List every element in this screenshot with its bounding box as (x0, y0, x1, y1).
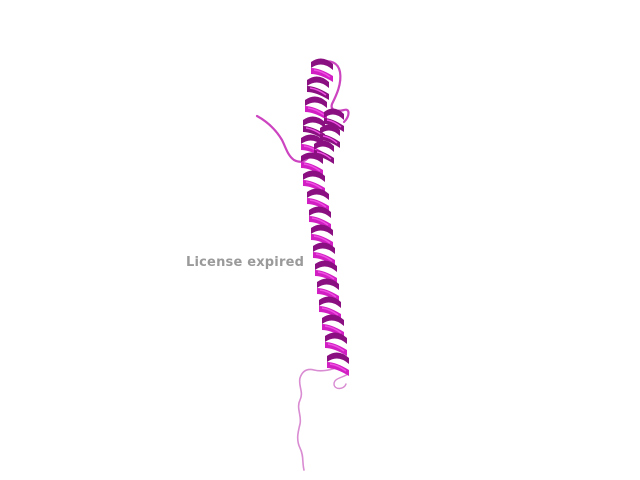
helix-highlight (329, 363, 347, 372)
helix-turn-front (325, 342, 347, 356)
helix-turn-back (317, 278, 339, 290)
helix-highlight (309, 87, 327, 96)
helix-highlight (316, 151, 332, 160)
helix-turn-back (305, 96, 327, 108)
helix-turn-back (311, 58, 333, 70)
helix-turn-back (303, 116, 325, 128)
helix-turn-back (325, 332, 347, 344)
helix-turn-front (314, 150, 334, 164)
helix-highlight (317, 271, 335, 280)
helix-highlight (307, 107, 325, 116)
helix-turn-back (319, 296, 341, 308)
helix-highlight (319, 289, 337, 298)
helix-turn-front (303, 126, 325, 140)
license-watermark: License expired (186, 255, 305, 270)
helix-turn-front (320, 134, 340, 148)
helix-highlight (309, 199, 327, 208)
helix-turn-back (307, 76, 329, 88)
helix-turn-back (303, 170, 325, 182)
helix-highlight (324, 325, 342, 334)
helix-highlight (303, 163, 321, 172)
helix-turn-front (324, 118, 344, 132)
helix-turn-front (311, 68, 333, 82)
helix-turn-back (315, 260, 337, 272)
helix-highlight (321, 307, 339, 316)
helix-highlight (326, 119, 342, 128)
helix-highlight (313, 69, 331, 78)
helix-highlight (313, 235, 331, 244)
helix-highlight (327, 343, 345, 352)
helix-turn-back (307, 188, 329, 200)
helix-turn-front (307, 86, 329, 100)
helix-highlight (315, 253, 333, 262)
helix-turn-back (320, 124, 340, 136)
helix-highlight (311, 217, 329, 226)
helix-turn-back (313, 242, 335, 254)
helix-turn-front (305, 106, 327, 120)
c-terminal-loop (333, 373, 349, 390)
top-loop-coil (320, 60, 350, 124)
helix-turn-back (309, 206, 331, 218)
helix-highlight (322, 135, 338, 144)
helix-turn-back (324, 108, 344, 120)
helix-turn-back (314, 140, 334, 152)
helix-highlight (305, 181, 323, 190)
helix-turn-back (322, 314, 344, 326)
helix-turn-back (311, 224, 333, 236)
n-terminal-coil (255, 114, 310, 163)
helix-turn-front (327, 362, 349, 376)
helix-turn-back (301, 134, 323, 146)
c-terminal-coil (296, 365, 341, 471)
helix-turn-back (327, 352, 349, 364)
alpha-helix (301, 58, 349, 376)
